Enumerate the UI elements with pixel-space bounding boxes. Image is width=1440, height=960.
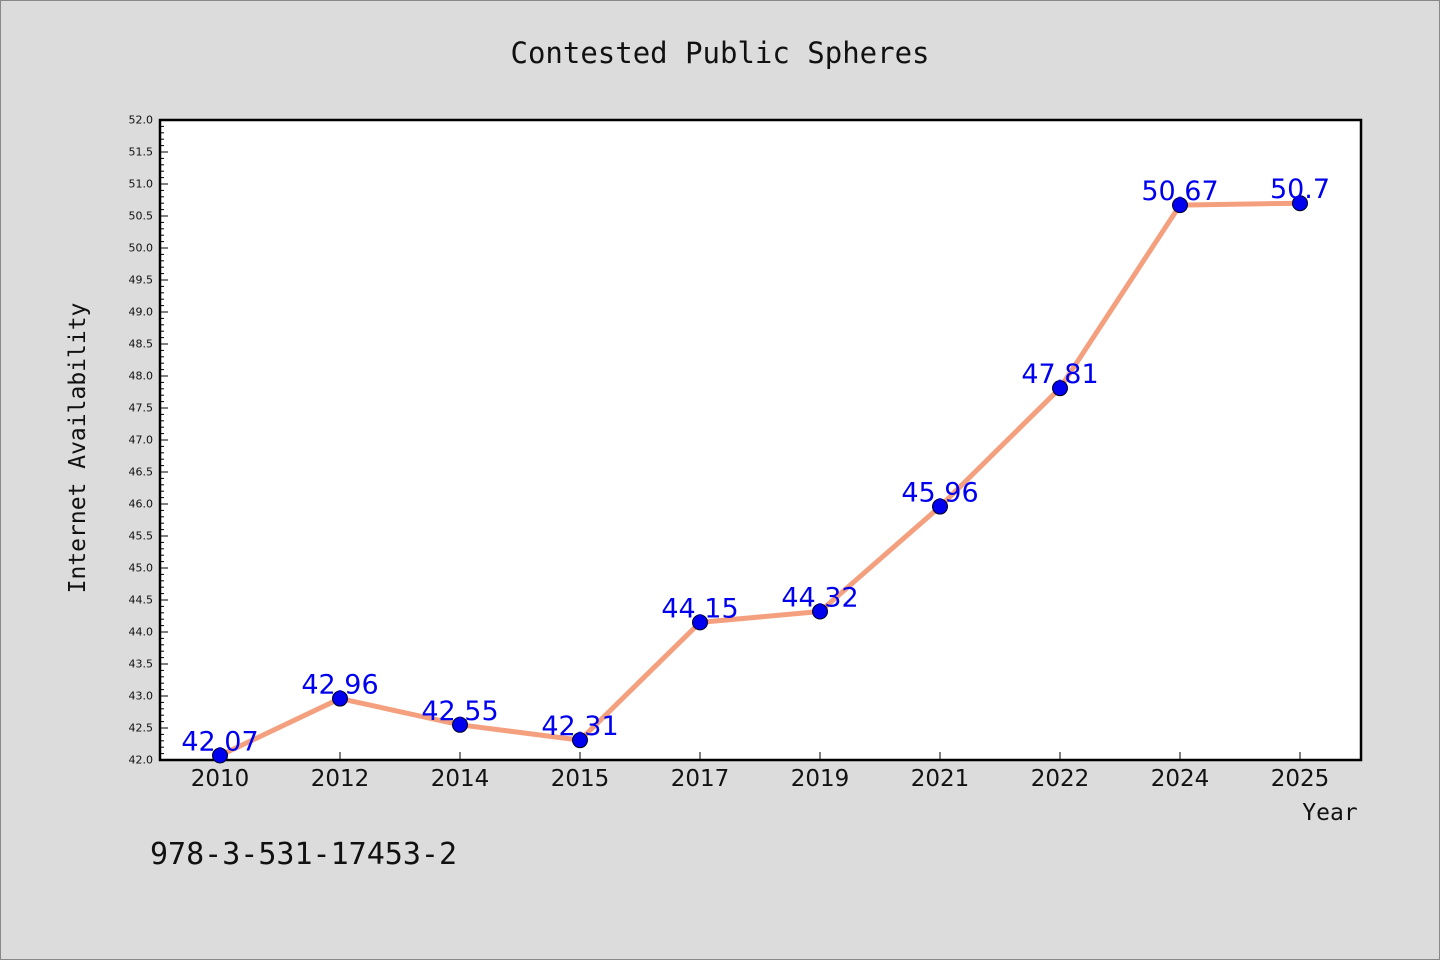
y-tick-label: 51.5	[129, 146, 154, 159]
y-axis: 42.0 42.5 43.0 43.5 44.0 44.5 45.0 45.5 46.0 46.5…	[129, 114, 168, 767]
y-tick-label: 43.0	[129, 690, 154, 703]
data-label: 50.67	[1141, 176, 1218, 207]
x-tick-label: 2025	[1271, 766, 1330, 792]
data-label: 47.81	[1021, 359, 1098, 390]
x-tick-label: 2010	[191, 766, 250, 792]
y-tick-label: 51.0	[129, 178, 154, 191]
data-label: 44.15	[661, 593, 738, 624]
y-axis-label: Internet Availability	[65, 303, 91, 594]
y-tick-label: 49.0	[129, 306, 154, 319]
x-tick-label: 2024	[1151, 766, 1210, 792]
data-label: 42.96	[301, 670, 378, 701]
data-point	[1292, 195, 1308, 212]
chart-title: Contested Public Spheres	[510, 36, 929, 70]
x-tick-label: 2022	[1031, 766, 1090, 792]
data-point	[212, 747, 228, 764]
y-tick-label: 52.0	[129, 114, 154, 127]
data-label: 42.31	[541, 711, 618, 742]
data-label: 42.55	[421, 696, 498, 727]
x-tick-label: 2021	[911, 766, 970, 792]
y-tick-label: 48.0	[129, 370, 154, 383]
y-tick-label: 42.0	[129, 754, 154, 767]
data-label: 42.07	[181, 727, 258, 758]
data-point	[1052, 380, 1068, 397]
x-tick-label: 2012	[311, 766, 370, 792]
y-tick-label: 49.5	[129, 274, 154, 287]
y-tick-label: 44.5	[129, 594, 154, 607]
plot-area	[158, 118, 1363, 762]
x-tick-label: 2015	[551, 766, 610, 792]
data-point	[692, 614, 708, 631]
data-point	[452, 716, 468, 733]
data-point	[572, 732, 588, 749]
x-tick-label: 2014	[431, 766, 490, 792]
data-point	[332, 690, 348, 707]
x-tick-label: 2019	[791, 766, 850, 792]
y-tick-label: 44.0	[129, 626, 154, 639]
annotation-text: 978-3-531-17453-2	[150, 837, 457, 872]
data-point	[812, 603, 828, 620]
series-line-group	[212, 195, 1308, 764]
x-axis-label: Year	[1302, 800, 1357, 826]
y-tick-label: 48.5	[129, 338, 154, 351]
value-labels: 42.07 42.96 42.55 42.31 44.15 44.32 45.96 47.81…	[181, 174, 1330, 757]
y-tick-label: 46.0	[129, 498, 154, 511]
series-line	[217, 200, 1303, 759]
y-tick-label: 43.5	[129, 658, 154, 671]
data-label: 45.96	[901, 478, 978, 509]
y-tick-label: 42.5	[129, 722, 154, 735]
y-tick-label: 46.5	[129, 466, 154, 479]
data-point	[1172, 197, 1188, 214]
x-tick-label: 2017	[671, 766, 730, 792]
data-label: 50.7	[1270, 174, 1330, 205]
y-tick-label: 45.5	[129, 530, 154, 543]
data-point	[932, 498, 948, 515]
y-tick-label: 50.5	[129, 210, 154, 223]
y-tick-label: 45.0	[129, 562, 154, 575]
data-label: 44.32	[781, 583, 858, 614]
x-axis: 2010 2012 2014 2015 2017 2019 2021 2022 2024 2025	[191, 752, 1330, 792]
y-tick-label: 47.5	[129, 402, 154, 415]
y-tick-label: 47.0	[129, 434, 154, 447]
y-tick-label: 50.0	[129, 242, 154, 255]
